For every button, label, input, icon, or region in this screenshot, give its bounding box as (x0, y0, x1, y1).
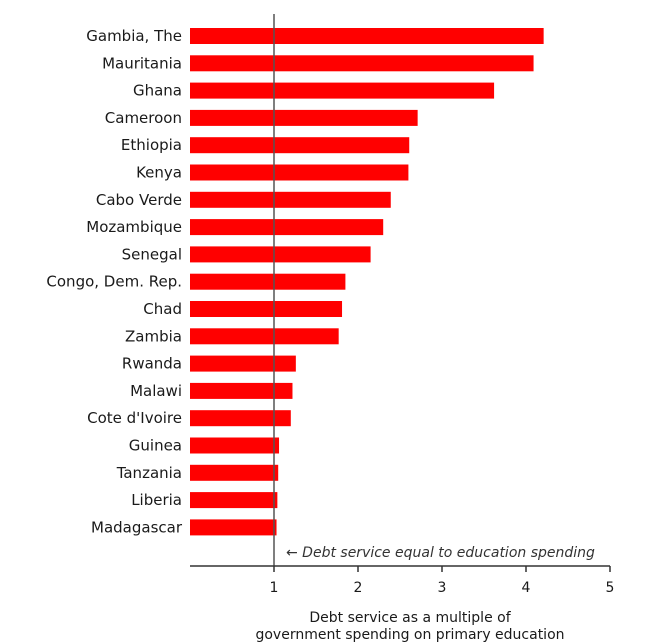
bar-rwanda (190, 355, 296, 372)
category-label: Ghana (133, 82, 182, 100)
bar-gambia-the (190, 28, 544, 44)
category-label: Chad (143, 300, 182, 318)
category-labels: Gambia, The Mauritania Ghana Cameroon Ethiop… (46, 27, 182, 536)
bar-ghana (190, 82, 495, 99)
bar-congo-dem-rep (190, 273, 346, 290)
category-label: Cameroon (105, 109, 182, 127)
bar-cote-d-ivoire (190, 410, 291, 427)
category-label: Gambia, The (86, 27, 182, 45)
bar-malawi (190, 382, 293, 399)
category-label: Mauritania (102, 54, 182, 72)
x-tick-label: 4 (522, 580, 531, 596)
bar-kenya (190, 164, 409, 181)
x-axis-label-line-2: government spending on primary education (255, 627, 564, 643)
x-tick-label: 1 (270, 580, 279, 596)
category-label: Guinea (129, 437, 182, 455)
category-label: Senegal (122, 245, 182, 263)
bar-mozambique (190, 219, 384, 236)
x-tick-label: 2 (354, 580, 363, 596)
category-label: Liberia (131, 491, 182, 509)
category-label: Madagascar (91, 518, 183, 536)
bar-zambia (190, 328, 339, 345)
x-axis-label-line-1: Debt service as a multiple of (309, 610, 511, 626)
bar-liberia (190, 492, 278, 509)
category-label: Cabo Verde (96, 191, 182, 209)
reference-line-annotation: ← Debt service equal to education spendi… (286, 545, 595, 561)
bar-senegal (190, 246, 371, 263)
bar-cameroon (190, 109, 418, 126)
bar-tanzania (190, 464, 279, 481)
bar-madagascar (190, 519, 277, 536)
bar-mauritania (190, 55, 534, 72)
category-label: Cote d'Ivoire (87, 409, 182, 427)
x-tick-label: 3 (438, 580, 447, 596)
category-label: Zambia (125, 327, 182, 345)
bars-group (190, 28, 544, 536)
bar-ethiopia (190, 137, 410, 154)
x-tick-label: 5 (606, 580, 615, 596)
bar-chad (190, 301, 343, 317)
category-label: Kenya (136, 164, 182, 182)
bar-cabo-verde (190, 191, 391, 208)
category-label: Rwanda (122, 355, 182, 373)
bar-guinea (190, 437, 280, 454)
x-axis-ticks: 1 2 3 4 5 (270, 566, 615, 596)
category-label: Ethiopia (121, 136, 182, 154)
category-label: Malawi (130, 382, 182, 400)
category-label: Congo, Dem. Rep. (46, 273, 182, 291)
category-label: Tanzania (116, 464, 182, 482)
category-label: Mozambique (86, 218, 182, 236)
